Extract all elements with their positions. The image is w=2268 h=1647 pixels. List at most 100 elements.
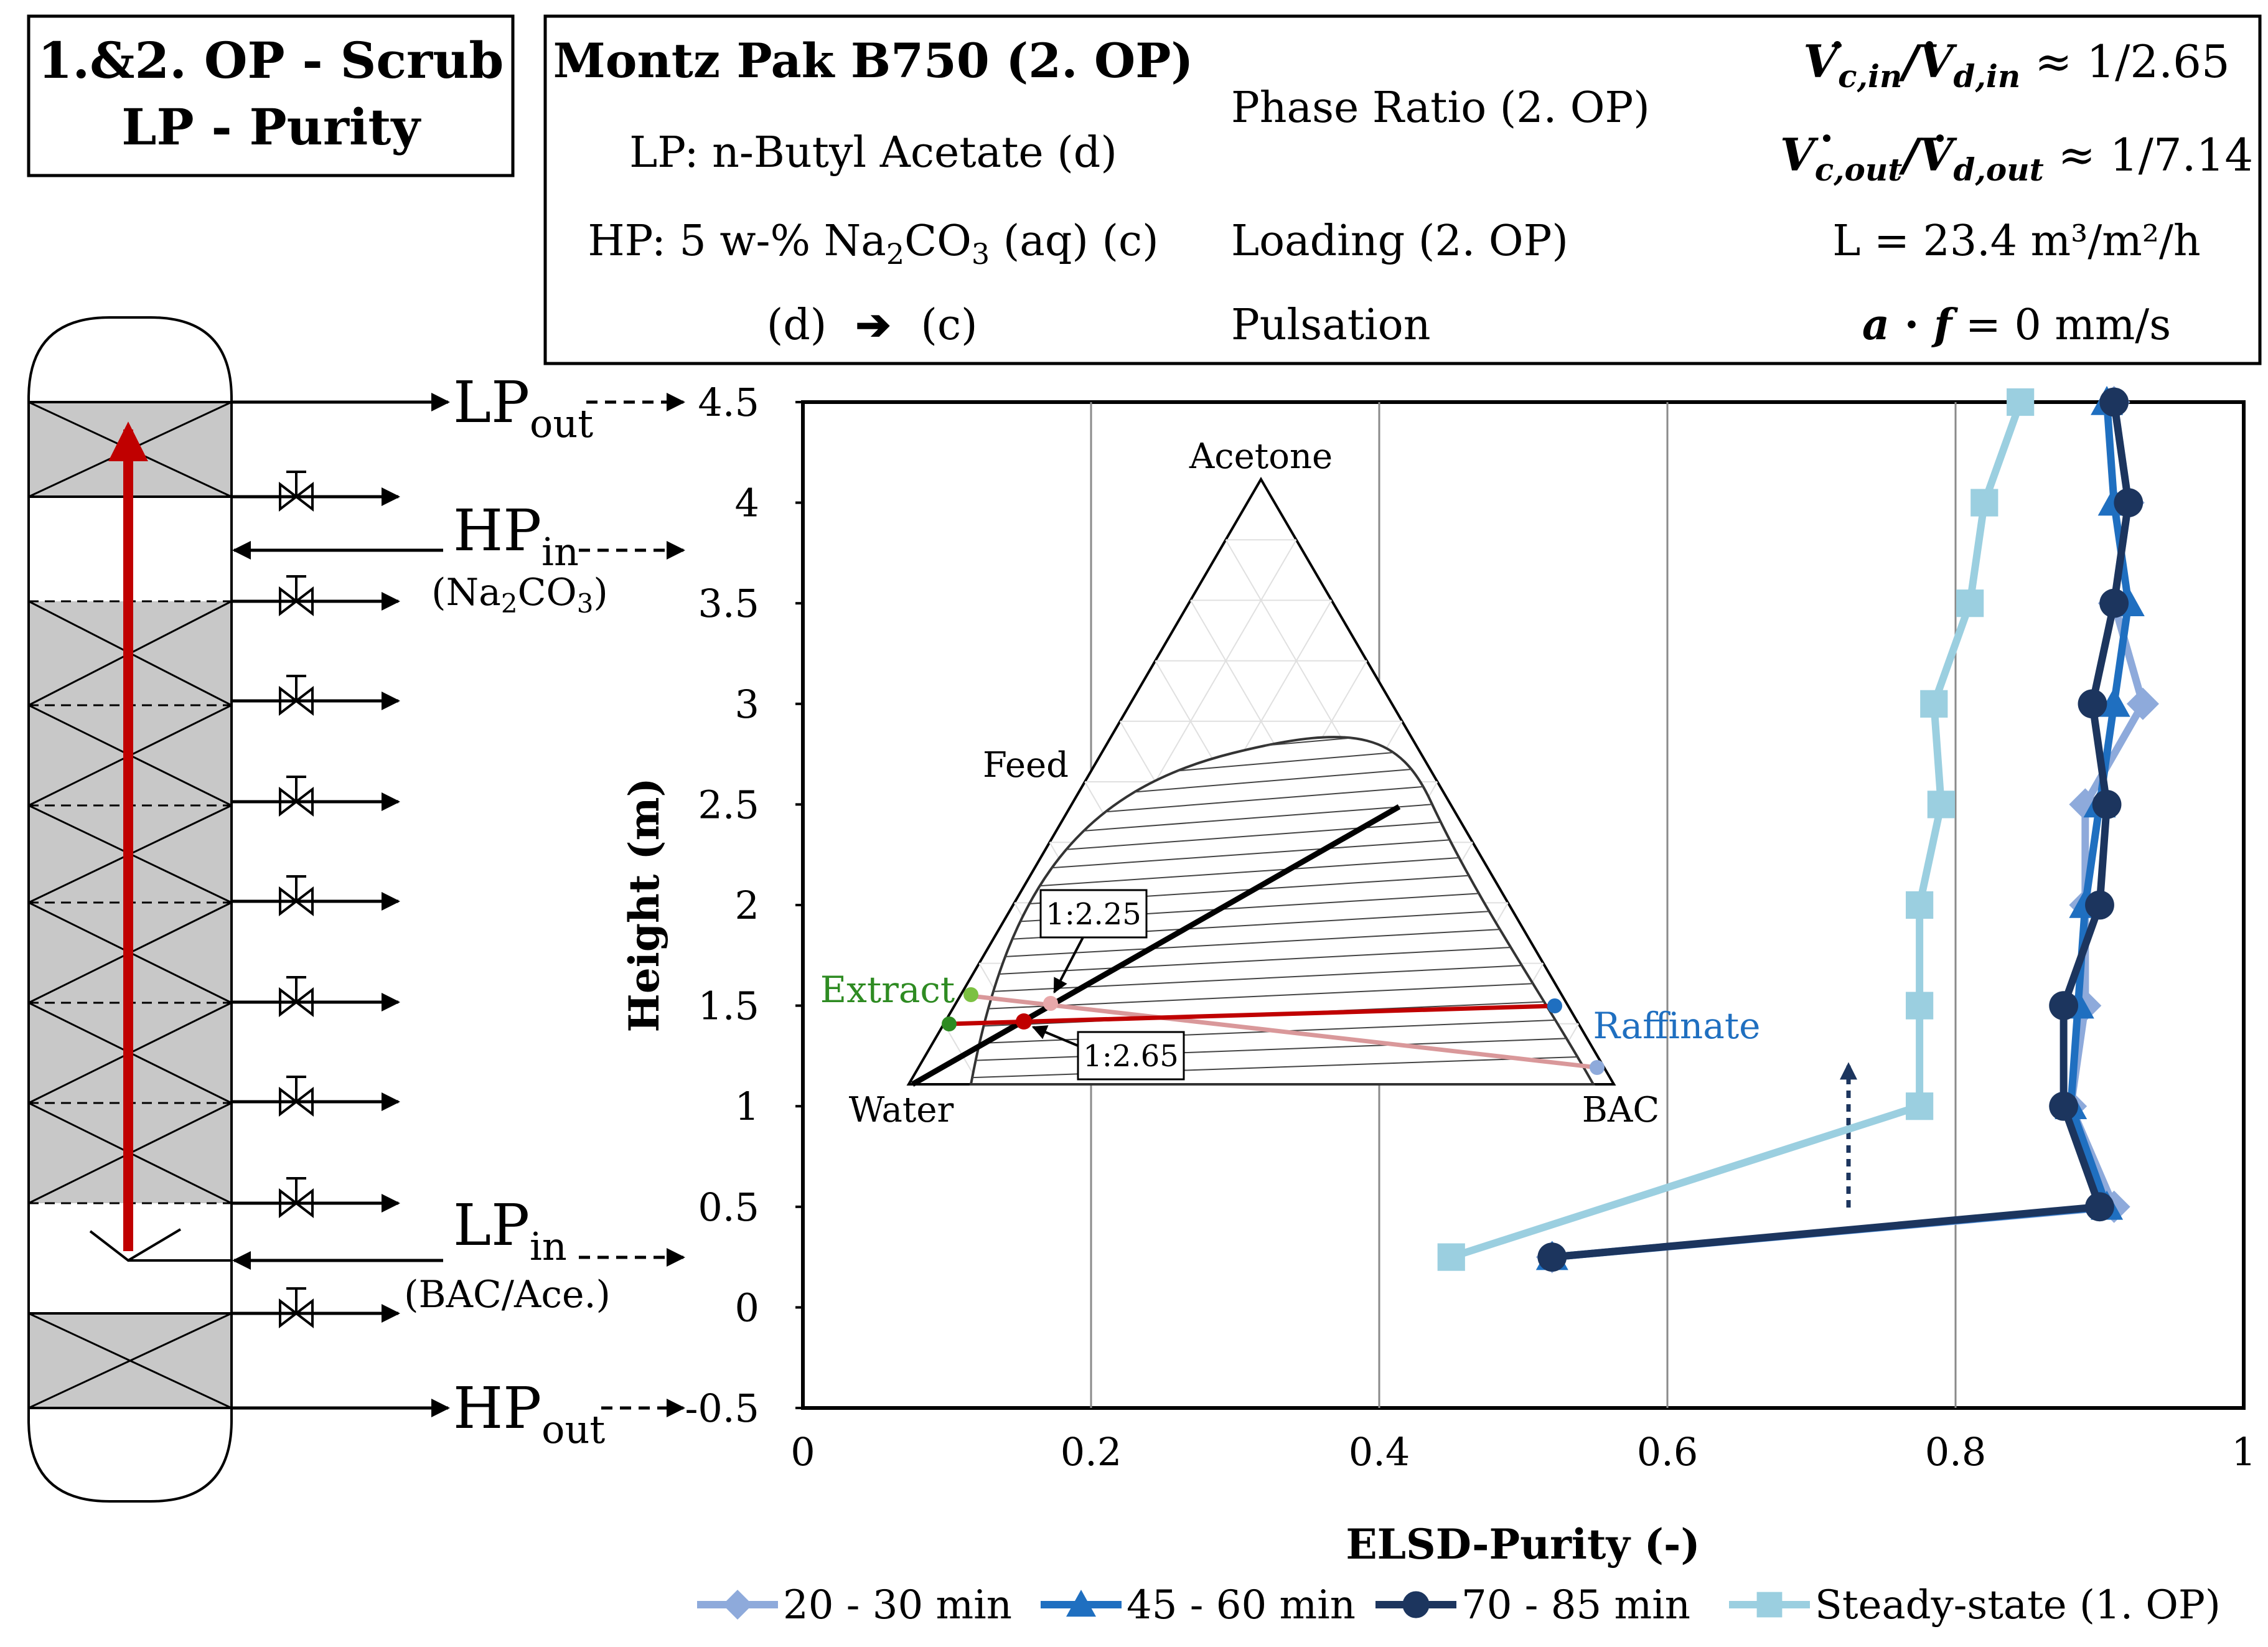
data-point	[1437, 1243, 1465, 1271]
operating-line-1	[970, 993, 1598, 1070]
ternary-left-label: Water	[849, 1090, 954, 1130]
y-tick-label: 4	[735, 481, 759, 526]
data-point	[2097, 687, 2130, 717]
operating-line-2	[949, 1003, 1555, 1026]
valve-icon	[279, 471, 314, 512]
x-axis-label: ELSD-Purity (-)	[1346, 1520, 1700, 1569]
extract-point-2	[942, 1016, 957, 1031]
hp-out-label: HPout	[453, 1375, 605, 1452]
valve-icon	[279, 575, 314, 617]
x-tick-label: 1	[2231, 1429, 2256, 1475]
raffinate-point-2	[1547, 998, 1562, 1013]
series-3	[1437, 388, 2035, 1271]
packing-block-bottom	[27, 1312, 233, 1409]
data-point	[2126, 687, 2159, 720]
data-point	[1906, 891, 1934, 919]
hp-description: HP: 5 w-% Na2CO3 (aq) (c)	[588, 217, 1158, 271]
ternary-top-label: Acetone	[1189, 436, 1333, 477]
feed-line	[911, 804, 1401, 1087]
ratio-label-1: 1:2.25	[1046, 897, 1141, 932]
dispersion-c: (c)	[921, 301, 977, 350]
legend-label: 45 - 60 min	[1127, 1582, 1356, 1628]
legend: 20 - 30 min 45 - 60 min 70 - 85 min Steady-…	[697, 1582, 2221, 1628]
raffinate-label: Raffinate	[1593, 1005, 1761, 1047]
mix-point-1	[1043, 996, 1058, 1011]
y-tick-label: 1	[735, 1084, 759, 1129]
series-2	[1537, 387, 2144, 1272]
x-tick-label: 0.6	[1637, 1429, 1699, 1475]
column-schematic: LPout HPin (Na2CO3) LPin (BAC/Ace.) HPou…	[27, 316, 685, 1503]
ratio-out: Vc,out/Vd,out ≈ 1/7.14	[1780, 128, 2253, 188]
ternary-diagram: 1:2.25 1:2.65 Acetone Water BAC Feed Ext…	[820, 436, 1761, 1130]
data-point	[1402, 1591, 1430, 1618]
data-point	[1970, 489, 1999, 517]
data-point	[1906, 992, 1934, 1020]
data-point	[1920, 690, 1948, 718]
loading-value: L = 23.4 m³/m²/h	[1832, 217, 2200, 266]
extract-point-1	[963, 987, 978, 1002]
data-point	[1066, 1590, 1096, 1617]
pulsation-label: Pulsation	[1231, 301, 1431, 350]
legend-item: 45 - 60 min	[1041, 1582, 1356, 1628]
data-point	[1537, 1242, 1567, 1272]
data-point	[2078, 689, 2107, 719]
y-tick-label: 3.5	[698, 581, 759, 626]
raffinate-point-1	[1590, 1060, 1605, 1075]
data-point	[2085, 890, 2114, 920]
data-point	[1956, 589, 1984, 617]
legend-item: Steady-state (1. OP)	[1729, 1582, 2221, 1628]
legend-item: 70 - 85 min	[1375, 1582, 1690, 1628]
packing-title: Montz Pak B750 (2. OP)	[553, 33, 1194, 88]
valve-icon	[279, 675, 314, 716]
valve-icon	[279, 1177, 314, 1219]
valve-icon	[279, 1076, 314, 1117]
x-tick-label: 0.2	[1061, 1429, 1122, 1475]
series-line	[1552, 401, 2132, 1261]
y-tick-label: 4.5	[698, 380, 759, 425]
lp-in-label: LPin	[453, 1192, 567, 1269]
mix-point-2	[1016, 1013, 1032, 1030]
data-point	[723, 1590, 752, 1620]
data-point	[2085, 1192, 2114, 1222]
data-series	[1437, 386, 2159, 1274]
data-point	[2007, 388, 2035, 416]
data-point	[2049, 991, 2079, 1020]
valve-icon	[279, 875, 314, 917]
ratio-in: Vc,in/Vd,in ≈ 1/2.65	[1803, 35, 2229, 95]
y-axis-label: Height (m)	[620, 777, 668, 1032]
legend-label: 20 - 30 min	[783, 1582, 1012, 1628]
y-tick-label: 2.5	[698, 782, 759, 827]
dispersion-arrow-icon: ➔	[856, 300, 891, 350]
lp-in-note: (BAC/Ace.)	[404, 1273, 611, 1316]
y-tick-label: 3	[735, 682, 759, 727]
title-line-1: 1.&2. OP - Scrub	[38, 31, 504, 90]
pulsation-value: a · f = 0 mm/s	[1862, 300, 2171, 350]
y-tick-label: 2	[735, 883, 759, 928]
data-point	[2092, 790, 2122, 819]
data-point	[2099, 588, 2129, 618]
title-line-2: LP - Purity	[121, 98, 421, 156]
data-point	[2099, 387, 2129, 417]
dispersion-d: (d)	[767, 301, 827, 350]
hp-in-label: HPin	[453, 497, 579, 575]
data-point	[2049, 1091, 2079, 1121]
data-point	[1927, 791, 1955, 819]
y-tick-label: 0	[735, 1285, 759, 1330]
valve-icon	[279, 776, 314, 817]
loading-label: Loading (2. OP)	[1231, 217, 1568, 266]
y-tick-label: 1.5	[698, 983, 759, 1029]
legend-item: 20 - 30 min	[697, 1582, 1012, 1628]
data-point	[1756, 1592, 1783, 1618]
x-tick-label: 0	[790, 1429, 815, 1475]
hp-in-note: (Na2CO3)	[431, 571, 608, 619]
extract-label: Extract	[820, 969, 955, 1011]
title-box: 1.&2. OP - Scrub LP - Purity	[27, 14, 515, 177]
x-tick-labels: 0 0.2 0.4 0.6 0.8 1	[790, 1429, 2256, 1475]
valve-icon	[279, 976, 314, 1018]
ratio-label-2: 1:2.65	[1083, 1039, 1179, 1074]
info-box: Montz Pak B750 (2. OP) LP: n-Butyl Aceta…	[543, 14, 2262, 365]
lp-description: LP: n-Butyl Acetate (d)	[629, 128, 1117, 177]
ternary-right-label: BAC	[1582, 1090, 1659, 1130]
data-point	[1906, 1092, 1934, 1120]
x-tick-label: 0.8	[1925, 1429, 1987, 1475]
